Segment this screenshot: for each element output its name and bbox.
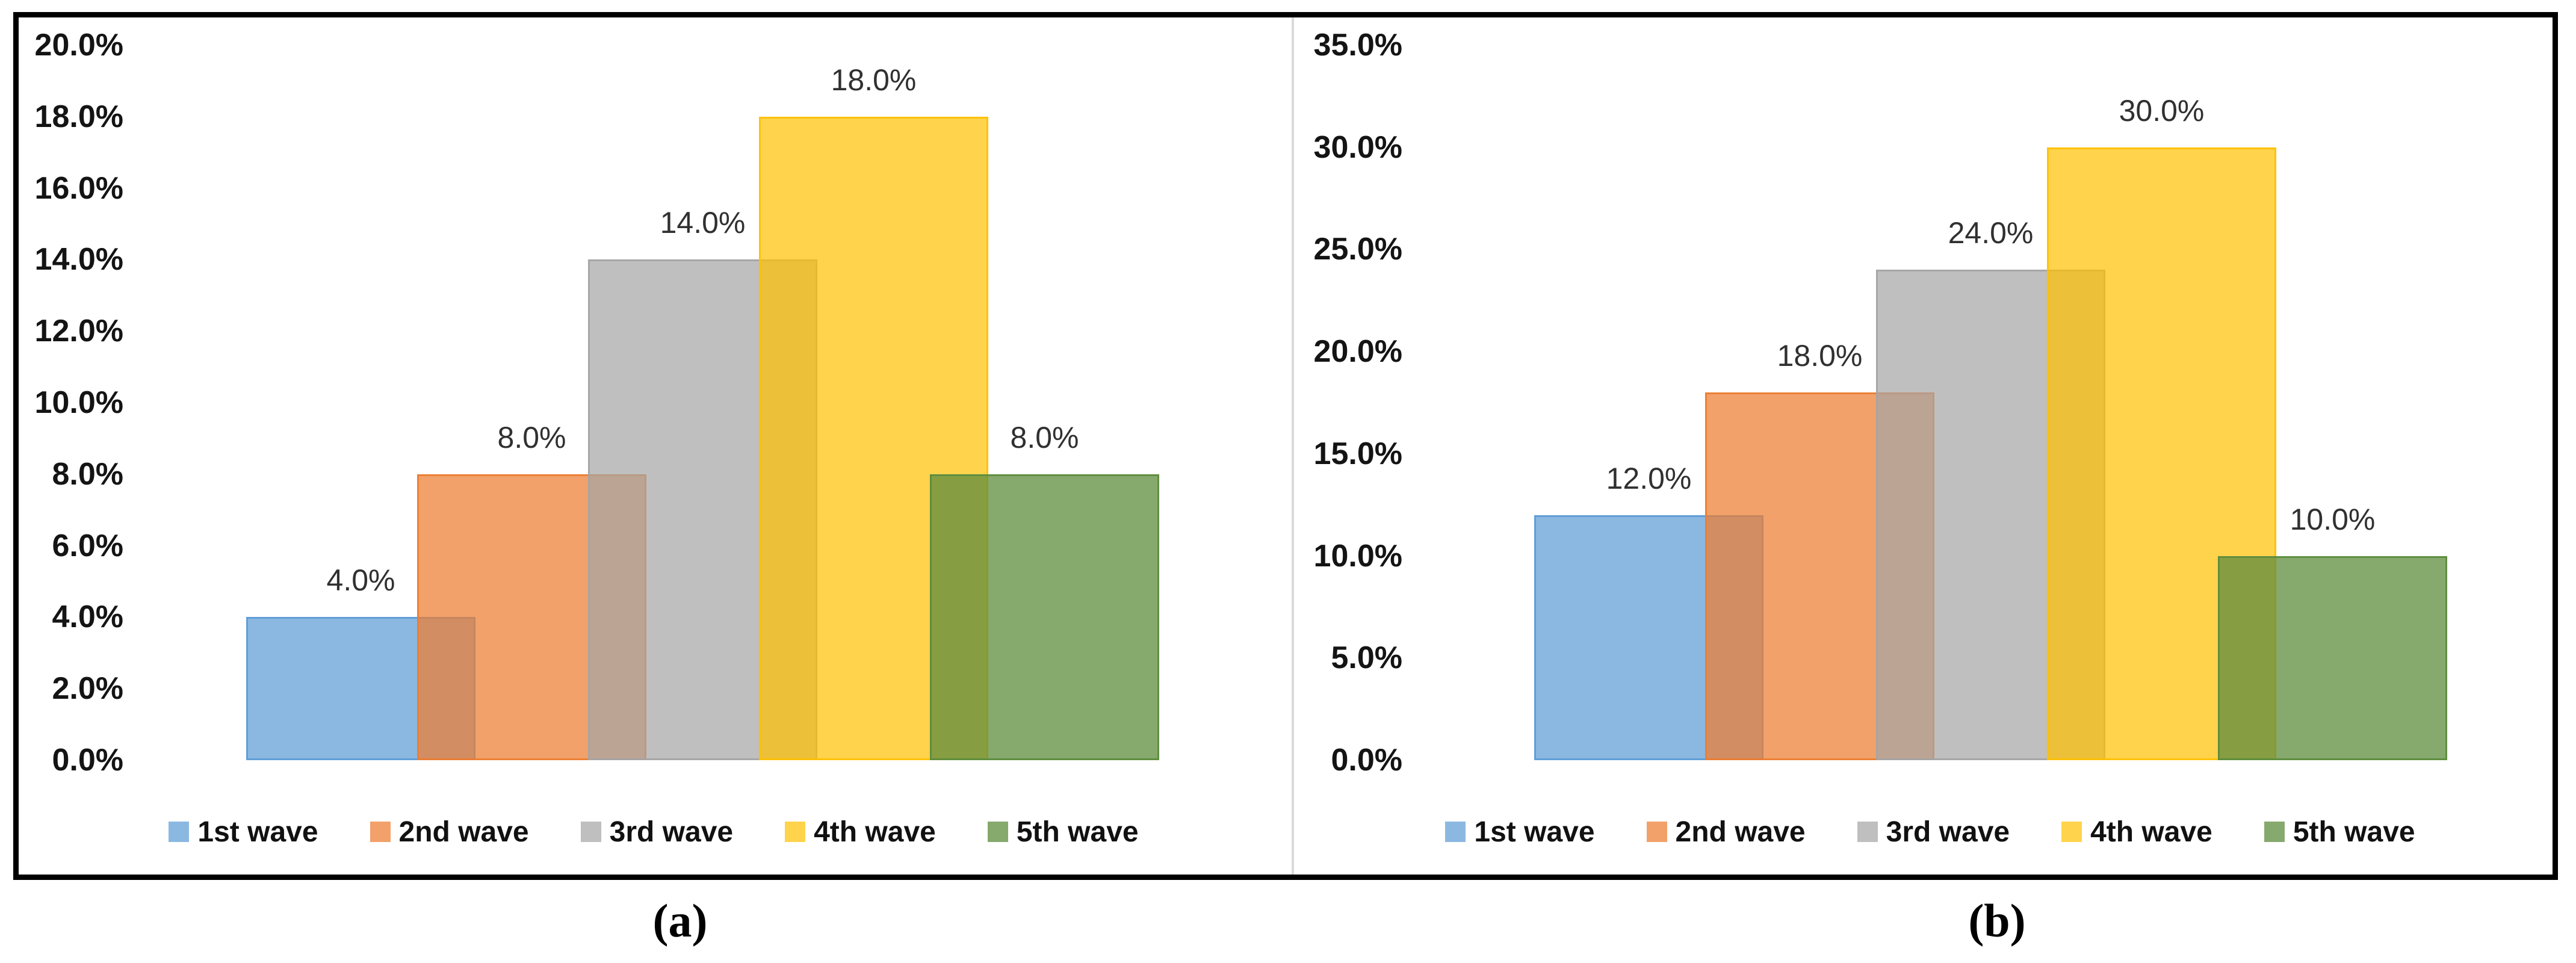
bar-value-label: 4.0% [326, 563, 395, 598]
legend-label: 4th wave [814, 816, 936, 848]
y-axis-tick-label: 4.0% [52, 599, 123, 635]
y-axis-tick-label: 8.0% [52, 456, 123, 492]
y-axis-tick-label: 6.0% [52, 528, 123, 563]
y-axis-tick-label: 15.0% [1313, 436, 1402, 471]
legend-label: 2nd wave [398, 816, 529, 848]
bar-value-label: 8.0% [497, 420, 566, 454]
legend-swatch-icon [1445, 822, 1466, 842]
legend-label: 1st wave [1474, 816, 1595, 848]
figure-border [13, 12, 2558, 880]
legend-label: 1st wave [197, 816, 318, 848]
y-axis-tick-label: 20.0% [34, 28, 123, 63]
legend-item: 1st wave [169, 816, 318, 849]
y-axis-tick-label: 5.0% [1331, 640, 1402, 676]
legend-item: 3rd wave [1857, 816, 2010, 849]
y-axis-tick-label: 14.0% [34, 242, 123, 277]
legend-swatch-icon [785, 822, 806, 842]
bar-value-label: 12.0% [1606, 461, 1692, 495]
caption-a: (a) [652, 894, 708, 947]
y-axis-tick-label: 10.0% [1313, 538, 1402, 574]
legend-swatch-icon [1646, 822, 1667, 842]
bar-5th-wave [930, 474, 1159, 760]
legend: 1st wave 2nd wave 3rd wave 4th wave 5th wave [18, 816, 1289, 849]
legend-label: 4th wave [2090, 816, 2212, 848]
y-axis-tick-label: 35.0% [1313, 28, 1402, 63]
legend-item: 2nd wave [370, 816, 529, 849]
legend-swatch-icon [2061, 822, 2082, 842]
y-axis-tick-label: 25.0% [1313, 232, 1402, 267]
legend-swatch-icon [370, 822, 391, 842]
legend-item: 5th wave [987, 816, 1139, 849]
bar-value-label: 18.0% [831, 63, 917, 97]
legend: 1st wave 2nd wave 3rd wave 4th wave 5th wave [1295, 816, 2565, 849]
legend-swatch-icon [169, 822, 190, 842]
legend-item: 4th wave [785, 816, 936, 849]
y-axis-tick-label: 0.0% [52, 743, 123, 778]
legend-item: 4th wave [2061, 816, 2212, 849]
y-axis-tick-label: 18.0% [34, 99, 123, 134]
bar-5th-wave [2218, 556, 2447, 760]
legend-swatch-icon [580, 822, 601, 842]
legend-label: 5th wave [2293, 816, 2415, 848]
legend-item: 3rd wave [580, 816, 734, 849]
y-axis-tick-label: 12.0% [34, 314, 123, 349]
y-axis-tick-label: 0.0% [1331, 743, 1402, 778]
legend-swatch-icon [1857, 822, 1878, 842]
legend-swatch-icon [987, 822, 1008, 842]
bar-value-label: 10.0% [2290, 502, 2376, 536]
caption-b: (b) [1968, 894, 2026, 947]
bar-value-label: 18.0% [1777, 339, 1863, 373]
panel-divider [1292, 17, 1294, 875]
y-axis-tick-label: 20.0% [1313, 334, 1402, 370]
legend-label: 5th wave [1016, 816, 1139, 848]
bar-value-label: 8.0% [1010, 420, 1079, 454]
bar-value-label: 30.0% [2119, 93, 2205, 128]
y-axis-tick-label: 2.0% [52, 671, 123, 707]
legend-label: 3rd wave [1886, 816, 2010, 848]
legend-label: 2nd wave [1675, 816, 1806, 848]
y-axis-tick-label: 10.0% [34, 385, 123, 420]
legend-swatch-icon [2264, 822, 2285, 842]
y-axis-tick-label: 16.0% [34, 170, 123, 206]
legend-item: 5th wave [2264, 816, 2415, 849]
bar-value-label: 14.0% [660, 206, 746, 240]
legend-item: 2nd wave [1646, 816, 1806, 849]
legend-item: 1st wave [1445, 816, 1595, 849]
y-axis-tick-label: 30.0% [1313, 129, 1402, 165]
legend-label: 3rd wave [609, 816, 734, 848]
bar-value-label: 24.0% [1948, 216, 2034, 250]
